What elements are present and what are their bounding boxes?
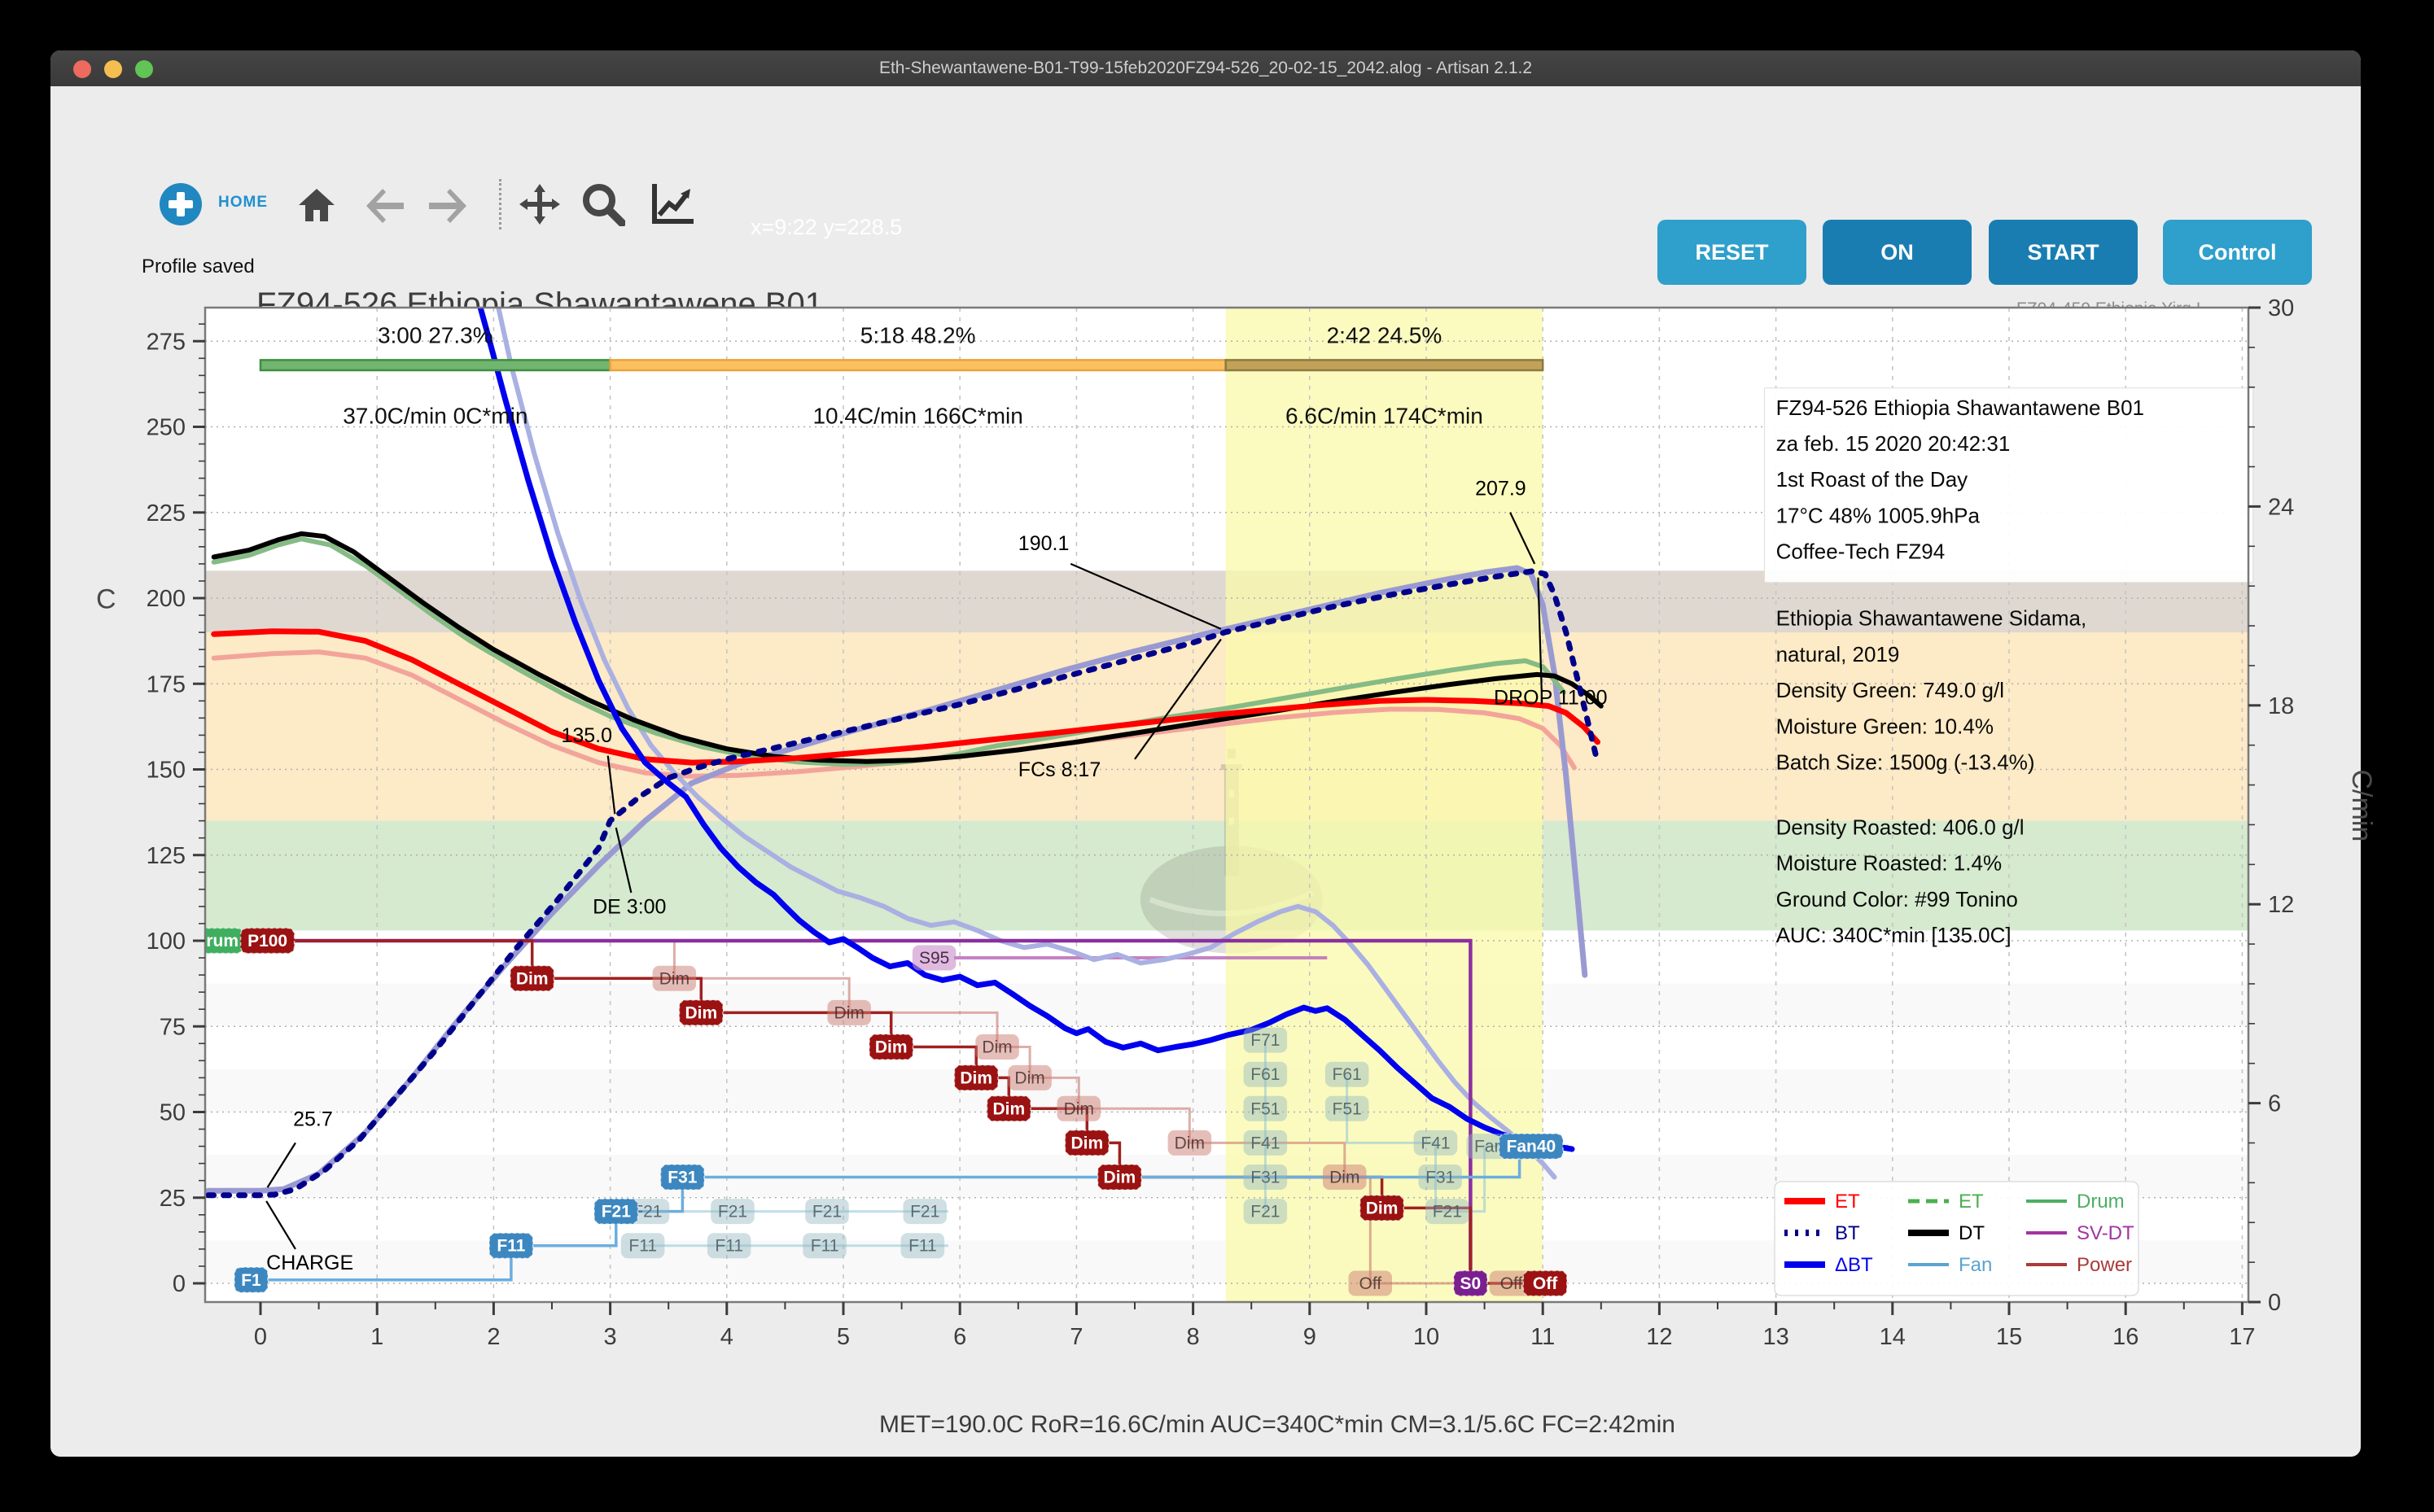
minimize-window-button[interactable] <box>104 60 122 78</box>
chart-icon[interactable] <box>650 182 695 230</box>
plus-icon[interactable] <box>159 182 203 230</box>
reset-button[interactable]: RESET <box>1657 220 1806 285</box>
traffic-lights <box>73 60 153 78</box>
window-title: Eth-Shewantawene-B01-T99-15feb2020FZ94-5… <box>878 59 1533 77</box>
background-profile-title: FZ94-459 Ethiopia Yirg I... <box>2016 299 2215 318</box>
pan-icon[interactable] <box>518 182 562 230</box>
titlebar: Eth-Shewantawene-B01-T99-15feb2020FZ94-5… <box>50 50 2361 86</box>
cursor-coordinates: x=9:22 y=228.5 <box>751 215 903 239</box>
zoom-icon[interactable] <box>581 182 626 230</box>
chart-title: FZ94-526 Ethiopia Shawantawene B01 <box>256 286 824 322</box>
artisan-window: Eth-Shewantawene-B01-T99-15feb2020FZ94-5… <box>50 50 2361 1457</box>
home-icon[interactable] <box>297 186 336 229</box>
close-window-button[interactable] <box>73 60 91 78</box>
on-button[interactable]: ON <box>1823 220 1972 285</box>
message-profile-saved: Profile saved <box>142 256 255 277</box>
readings-status-line: MET=190.0C RoR=16.6C/min AUC=340C*min CM… <box>879 1411 1675 1438</box>
start-button[interactable]: START <box>1989 220 2138 285</box>
control-button[interactable]: Control <box>2163 220 2312 285</box>
button-row: RESET ON START Control <box>50 220 2361 285</box>
home-label[interactable]: HOME <box>218 194 268 211</box>
forward-icon[interactable] <box>427 187 468 229</box>
back-icon[interactable] <box>365 187 405 229</box>
zoom-window-button[interactable] <box>135 60 153 78</box>
toolbar: HOME x=9:22 y=228.5 RESET ON START Contr… <box>50 101 2361 285</box>
toolbar-separator <box>499 179 501 229</box>
